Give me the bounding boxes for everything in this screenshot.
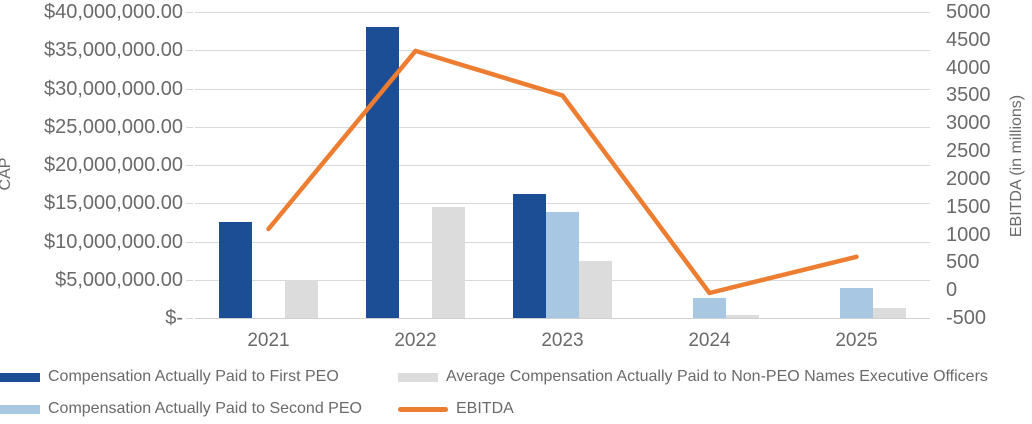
legend-item-compensation-actually-paid-to-first-peo: Compensation Actually Paid to First PEO (0, 368, 339, 386)
left-axis-tick-label: $10,000,000.00 (43, 231, 183, 253)
gridline (195, 12, 930, 13)
legend-item-average-compensation-actually-paid-to-no: Average Compensation Actually Paid to No… (398, 368, 988, 386)
left-axis-tick-mark (186, 242, 193, 243)
right-axis-tick-label: 5000 (946, 1, 991, 23)
ebitda-line (266, 48, 859, 296)
legend-swatch-icon (0, 372, 40, 382)
left-axis-tick-label: $20,000,000.00 (43, 154, 183, 176)
right-axis-tick-label: 3500 (946, 84, 991, 106)
legend-item-compensation-actually-paid-to-second-peo: Compensation Actually Paid to Second PEO (0, 400, 362, 418)
right-axis-tick-label: 4500 (946, 29, 991, 51)
x-axis-label-2023: 2023 (541, 330, 584, 351)
bar-average-compensation-actually-paid-to-no-2023 (579, 261, 612, 318)
legend-item-ebitda: EBITDA (398, 400, 514, 418)
bar-compensation-actually-paid-to-first-peo-2023 (513, 194, 546, 318)
legend-swatch-icon (398, 372, 438, 382)
gridline (195, 165, 930, 166)
left-axis-tick-mark (186, 127, 193, 128)
gridline (195, 89, 930, 90)
legend-label: Average Compensation Actually Paid to No… (446, 368, 988, 385)
bar-average-compensation-actually-paid-to-no-2024 (726, 314, 759, 318)
legend-swatch-icon (0, 404, 40, 414)
right-axis-tick-label: 1000 (946, 224, 991, 246)
gridline (195, 50, 930, 51)
legend-label: EBITDA (456, 400, 514, 417)
left-axis-tick-mark (186, 89, 193, 90)
bar-compensation-actually-paid-to-second-peo-2023 (546, 212, 579, 318)
legend-line-icon (398, 406, 448, 412)
right-axis-tick-label: 1500 (946, 196, 991, 218)
right-axis-tick-label: 500 (946, 251, 980, 273)
x-axis-label-2022: 2022 (394, 330, 437, 351)
x-axis-label-2021: 2021 (247, 330, 290, 351)
bar-compensation-actually-paid-to-second-peo-2024 (693, 298, 726, 318)
left-axis-tick-label: $5,000,000.00 (55, 269, 183, 291)
left-axis-tick-label: $- (165, 307, 183, 329)
right-axis-tick-label: 0 (946, 279, 958, 301)
left-axis-tick-mark (186, 203, 193, 204)
left-axis-tick-label: $35,000,000.00 (43, 39, 183, 61)
left-axis-tick-mark (186, 165, 193, 166)
left-axis-tick-label: $30,000,000.00 (43, 78, 183, 100)
legend-label: Compensation Actually Paid to First PEO (48, 368, 339, 385)
bar-average-compensation-actually-paid-to-no-2021 (285, 279, 318, 318)
legend-label: Compensation Actually Paid to Second PEO (48, 400, 362, 417)
right-axis-tick-label: 2500 (946, 140, 991, 162)
right-axis-tick-label: 3000 (946, 112, 991, 134)
ebitda-line-series (266, 48, 859, 296)
bar-compensation-actually-paid-to-second-peo-2025 (840, 288, 873, 318)
gridline (195, 318, 930, 319)
right-axis-tick-label: 4000 (946, 57, 991, 79)
left-axis-tick-mark (186, 50, 193, 51)
right-axis-tick-label: -500 (946, 307, 987, 329)
bar-average-compensation-actually-paid-to-no-2022 (432, 207, 465, 318)
left-axis-tick-mark (186, 12, 193, 13)
left-axis-tick-label: $40,000,000.00 (43, 1, 183, 23)
left-axis-tick-mark (186, 280, 193, 281)
x-axis-label-2024: 2024 (688, 330, 731, 351)
right-axis-tick-label: 2000 (946, 168, 991, 190)
left-axis-tick-label: $15,000,000.00 (43, 192, 183, 214)
gridline (195, 127, 930, 128)
left-axis-tick-label: $25,000,000.00 (43, 116, 183, 138)
bar-compensation-actually-paid-to-first-peo-2021 (219, 222, 252, 318)
x-axis-label-2025: 2025 (835, 330, 878, 351)
gridline (195, 203, 930, 204)
left-axis-tick-mark (186, 318, 193, 319)
bar-average-compensation-actually-paid-to-no-2025 (873, 308, 906, 318)
